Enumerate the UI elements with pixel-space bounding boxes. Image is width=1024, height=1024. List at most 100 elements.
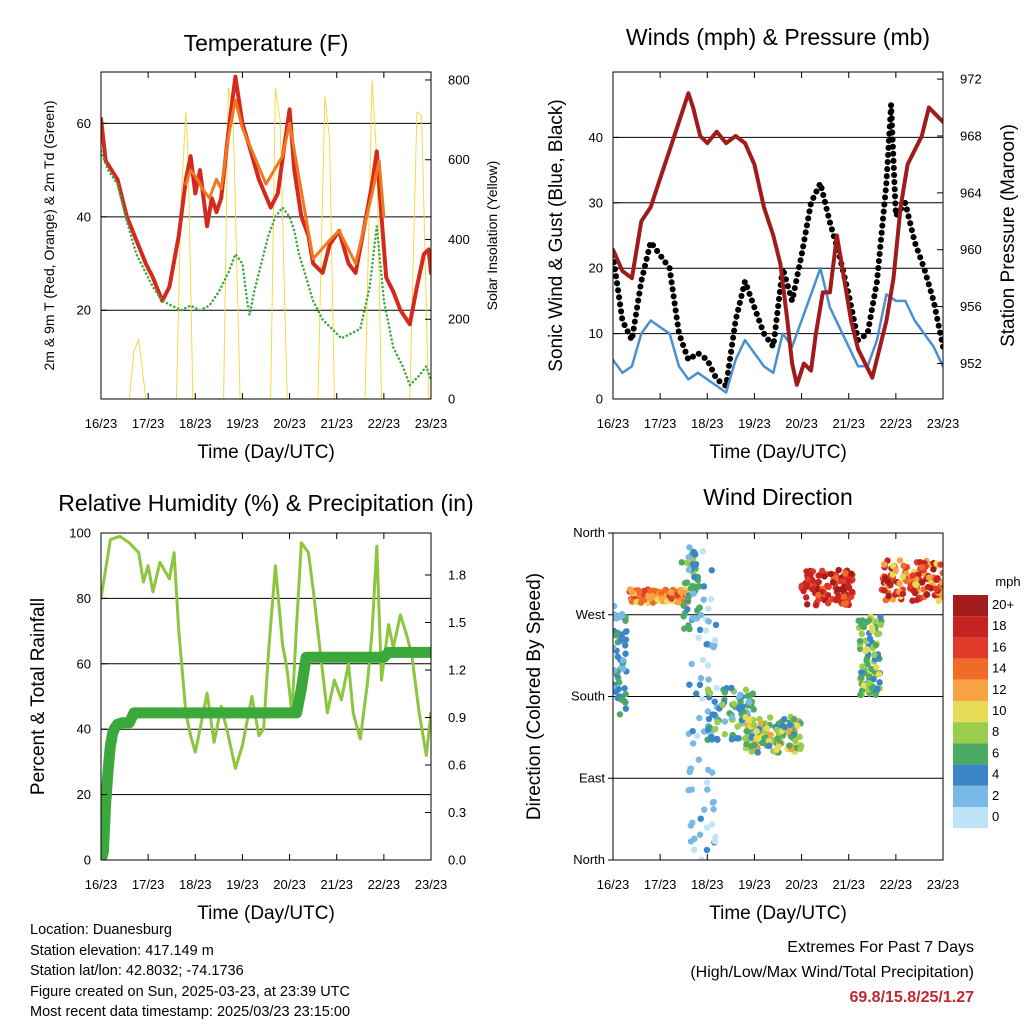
x-tick-label: 17/23: [132, 877, 165, 892]
direction-point: [690, 846, 698, 853]
direction-point: [766, 714, 774, 721]
direction-point: [697, 675, 705, 682]
y-tick-label-right: 0.9: [448, 710, 466, 725]
direction-point: [708, 736, 716, 743]
y-tick-label: 100: [69, 526, 91, 541]
station-info: Location: Duanesburg Station elevation: …: [30, 920, 350, 1023]
direction-point: [912, 581, 919, 588]
direction-point: [693, 615, 701, 622]
legend-label: 0: [992, 809, 999, 824]
direction-point: [758, 739, 766, 747]
direction-point: [742, 714, 749, 721]
direction-point: [792, 737, 799, 745]
direction-point: [824, 591, 832, 599]
plot-area: [613, 544, 943, 860]
direction-point: [687, 822, 695, 829]
direction-point: [700, 596, 707, 603]
direction-point: [713, 735, 721, 743]
direction-point: [701, 806, 708, 813]
plot-area: [101, 74, 431, 399]
x-tick-label: 16/23: [597, 416, 630, 431]
x-tick-label: 23/23: [927, 877, 960, 892]
legend-label: 2: [992, 788, 999, 803]
y-tick-label-right: 1.8: [448, 568, 466, 583]
direction-point: [765, 742, 773, 750]
station-location: Location: Duanesburg: [30, 922, 172, 938]
direction-point: [710, 798, 717, 806]
direction-point: [696, 626, 704, 634]
legend-swatch: [953, 616, 988, 638]
direction-point: [721, 731, 729, 738]
direction-point: [835, 566, 842, 574]
direction-point: [735, 735, 742, 742]
direction-point: [683, 579, 691, 586]
series-rh: [101, 534, 431, 770]
direction-point: [686, 681, 693, 688]
direction-point: [896, 557, 904, 564]
direction-point: [687, 585, 695, 592]
direction-point: [616, 711, 624, 718]
x-tick-label: 18/23: [691, 416, 724, 431]
direction-point: [730, 700, 738, 707]
direction-point: [615, 679, 623, 686]
direction-point: [803, 601, 811, 608]
direction-point: [637, 599, 645, 606]
y-tick-label-right: 964: [960, 185, 982, 200]
direction-point: [748, 743, 755, 750]
direction-point: [705, 605, 712, 612]
legend-label: 10: [992, 703, 1006, 718]
direction-point: [892, 566, 899, 574]
direction-point: [919, 579, 926, 586]
direction-point: [871, 651, 878, 659]
y-tick-label: 0: [596, 392, 603, 407]
chart-title: Relative Humidity (%) & Precipitation (i…: [58, 490, 473, 516]
plot-area: [101, 534, 431, 860]
direction-point: [874, 685, 881, 692]
direction-point: [899, 573, 907, 581]
direction-point: [622, 650, 629, 657]
y-tick-label-right: 0.6: [448, 758, 466, 773]
direction-point: [703, 846, 711, 854]
direction-point: [900, 562, 907, 570]
direction-point: [862, 647, 869, 655]
y-tick-label: 20: [77, 303, 91, 318]
direction-point: [935, 597, 942, 605]
y-tick-label-right: 952: [960, 356, 982, 371]
direction-point: [613, 632, 620, 639]
direction-point: [703, 641, 710, 648]
direction-point: [690, 590, 697, 597]
panel-3: Relative Humidity (%) & Precipitation (i…: [28, 490, 474, 924]
direction-point: [859, 663, 866, 670]
direction-point: [742, 686, 750, 693]
direction-point: [741, 735, 749, 742]
direction-point: [684, 606, 691, 613]
direction-point: [678, 559, 685, 566]
x-tick-label: 21/23: [832, 416, 865, 431]
x-tick-label: 23/23: [415, 877, 448, 892]
direction-point: [880, 561, 888, 568]
direction-point: [781, 723, 788, 731]
direction-point: [620, 665, 627, 672]
y-tick-label: 60: [77, 116, 91, 131]
direction-point: [618, 631, 625, 638]
y-tick-label: 20: [77, 787, 91, 802]
direction-point: [702, 627, 710, 634]
direction-point: [690, 548, 697, 556]
direction-point: [899, 590, 907, 598]
direction-point: [866, 635, 874, 642]
x-tick-label: 19/23: [738, 877, 771, 892]
direction-point: [875, 630, 883, 637]
station-latlon: Station lat/lon: 42.8032; -74.1736: [30, 963, 244, 979]
direction-point: [835, 593, 843, 600]
direction-point: [719, 701, 726, 708]
direction-point: [937, 561, 943, 568]
direction-point: [675, 599, 682, 606]
direction-point: [705, 715, 713, 723]
legend-swatch: [953, 807, 988, 829]
y-axis-label: Percent & Total Rainfall: [28, 598, 49, 795]
direction-point: [856, 637, 864, 645]
x-tick-label: 22/23: [368, 416, 401, 431]
x-tick-label: 23/23: [927, 416, 960, 431]
direction-point: [913, 596, 921, 604]
y-tick-label-right: 1.2: [448, 663, 466, 678]
